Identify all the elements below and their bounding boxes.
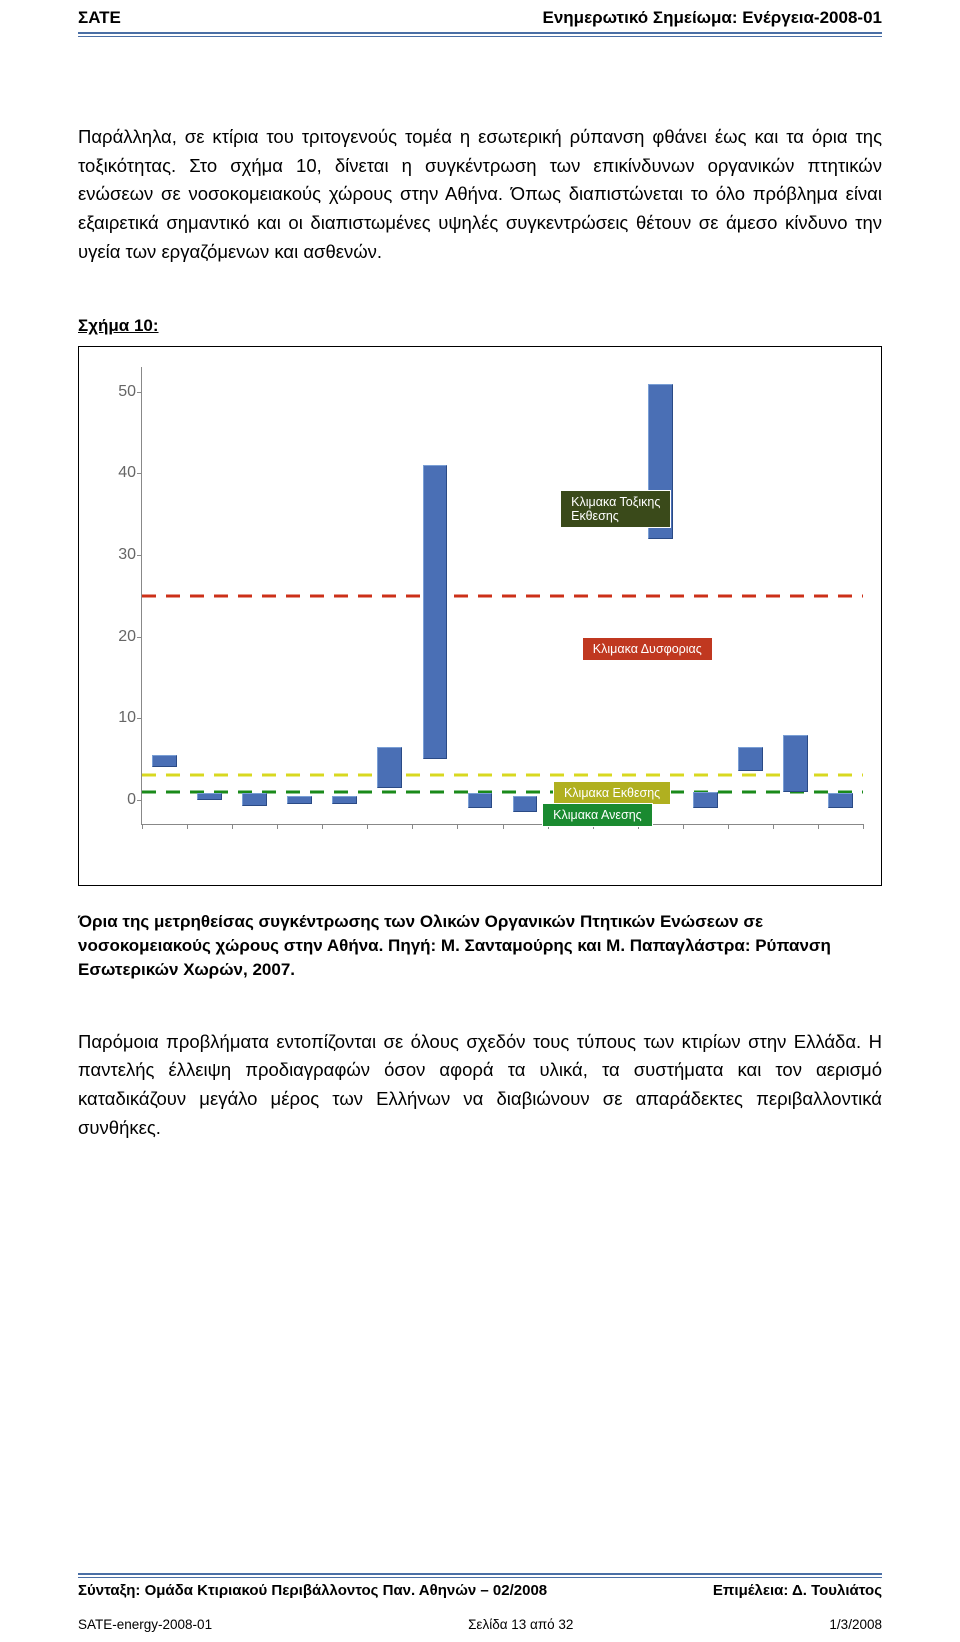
footer-date: 1/3/2008 xyxy=(829,1617,882,1632)
paragraph-2: Παρόμοια προβλήματα εντοπίζονται σε όλου… xyxy=(78,1028,882,1143)
y-tick-label: 30 xyxy=(96,546,136,564)
header-rule-inner xyxy=(78,36,882,37)
data-bar xyxy=(423,465,448,759)
data-bar xyxy=(783,735,808,792)
data-bar xyxy=(242,793,267,806)
data-bar xyxy=(197,793,222,800)
footer-rule-inner xyxy=(78,1577,882,1578)
y-tick-label: 50 xyxy=(96,383,136,401)
data-bar xyxy=(468,793,493,808)
y-tick-label: 0 xyxy=(96,791,136,809)
chart-annotation: Κλιμακα ΤοξικηςΕκθεσης xyxy=(560,490,671,528)
chart-container: 0 10 20 30 40 50 Κλιμακα ΤοξικηςΕκθεσης Κλιμακα… xyxy=(78,346,882,886)
footer-author: Σύνταξη: Ομάδα Κτιριακού Περιβάλλοντος Π… xyxy=(78,1582,547,1599)
data-bar xyxy=(287,796,312,804)
plot-area: 01020304050Κλιμακα ΤοξικηςΕκθεσηςΚλιμακα… xyxy=(141,367,863,825)
data-bar xyxy=(828,793,853,808)
figure-label: Σχήμα 10: xyxy=(78,316,882,336)
chart-annotation: Κλιμακα Δυσφοριας xyxy=(582,637,713,661)
page-footer: Σύνταξη: Ομάδα Κτιριακού Περιβάλλοντος Π… xyxy=(78,1573,882,1632)
footer-rule xyxy=(78,1573,882,1575)
figure-caption: Όρια της μετρηθείσας συγκέντρωσης των Ολ… xyxy=(78,910,882,981)
footer-editor: Επιμέλεια: Δ. Τουλιάτος xyxy=(713,1582,882,1599)
data-bar xyxy=(332,796,357,804)
threshold-line xyxy=(142,593,863,599)
header-rule xyxy=(78,32,882,34)
data-bar xyxy=(152,755,177,767)
header-right: Ενημερωτικό Σημείωμα: Ενέργεια-2008-01 xyxy=(543,8,883,28)
footer-doc-id: SATE-energy-2008-01 xyxy=(78,1617,212,1632)
y-tick-label: 40 xyxy=(96,464,136,482)
data-bar xyxy=(738,747,763,771)
header-left: ΣΑΤΕ xyxy=(78,8,121,28)
data-bar xyxy=(377,747,402,788)
chart-annotation: Κλιμακα Ανεσης xyxy=(542,803,653,827)
data-bar xyxy=(693,792,718,808)
data-bar xyxy=(513,796,538,812)
threshold-line xyxy=(142,772,863,778)
y-tick-label: 20 xyxy=(96,628,136,646)
page-header: ΣΑΤΕ Ενημερωτικό Σημείωμα: Ενέργεια-2008… xyxy=(78,0,882,28)
footer-page-num: Σελίδα 13 από 32 xyxy=(468,1617,573,1632)
paragraph-1: Παράλληλα, σε κτίρια του τριτογενούς τομ… xyxy=(78,123,882,266)
y-tick-label: 10 xyxy=(96,709,136,727)
